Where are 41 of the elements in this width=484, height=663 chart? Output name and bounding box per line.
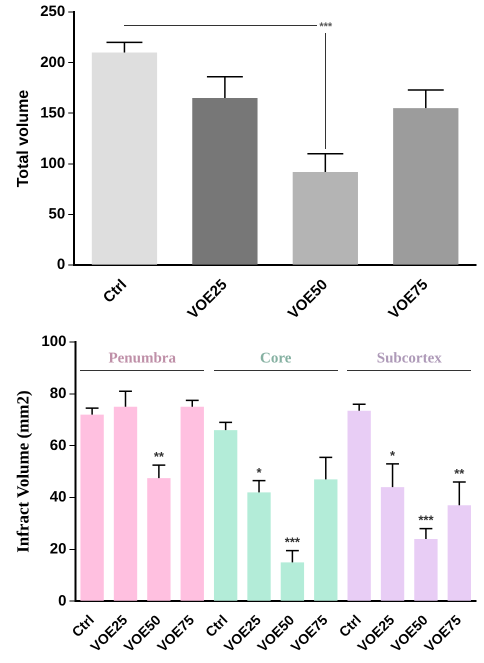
annotation: Subcortex bbox=[376, 350, 442, 366]
bar bbox=[247, 492, 271, 601]
bar bbox=[414, 538, 438, 601]
y-tick-label: 60 bbox=[50, 436, 66, 454]
annotation: Penumbra bbox=[108, 350, 176, 366]
y-tick-label: 100 bbox=[40, 154, 66, 172]
data-label: *** bbox=[284, 534, 301, 550]
y-tick-label: 200 bbox=[40, 54, 66, 71]
y-axis-title: Total volume bbox=[15, 90, 32, 188]
y-tick-label: 150 bbox=[40, 104, 66, 122]
bar bbox=[80, 414, 104, 601]
y-tick-label: 50 bbox=[48, 206, 66, 223]
y-tick-label: 40 bbox=[50, 488, 66, 506]
bar bbox=[192, 98, 258, 265]
bar bbox=[214, 430, 238, 601]
y-tick-label: 100 bbox=[41, 333, 66, 350]
bar bbox=[180, 406, 204, 601]
bar bbox=[114, 406, 138, 601]
data-label: ** bbox=[454, 466, 466, 482]
bar bbox=[147, 478, 171, 601]
bar bbox=[314, 479, 338, 601]
y-tick-label: 250 bbox=[40, 3, 66, 20]
bar bbox=[347, 410, 371, 601]
y-tick-label: 0 bbox=[58, 592, 66, 610]
bar bbox=[92, 52, 158, 265]
y-tick-label: 20 bbox=[50, 540, 66, 558]
data-label: *** bbox=[418, 512, 434, 528]
x-tick-label: Ctrl bbox=[100, 276, 130, 306]
bar bbox=[380, 487, 404, 601]
data-label: * bbox=[390, 448, 396, 463]
bar bbox=[280, 562, 304, 601]
annotation: Core bbox=[260, 350, 292, 366]
bar bbox=[393, 108, 458, 265]
y-tick-label: 80 bbox=[50, 384, 66, 402]
bar bbox=[448, 505, 471, 601]
data-label: * bbox=[256, 464, 262, 480]
data-label: ** bbox=[154, 449, 165, 464]
bar bbox=[292, 172, 358, 265]
annotation: *** bbox=[319, 21, 333, 34]
y-tick-label: 0 bbox=[56, 256, 66, 274]
y-axis-title: Infract Volume (mm2) bbox=[14, 390, 33, 553]
